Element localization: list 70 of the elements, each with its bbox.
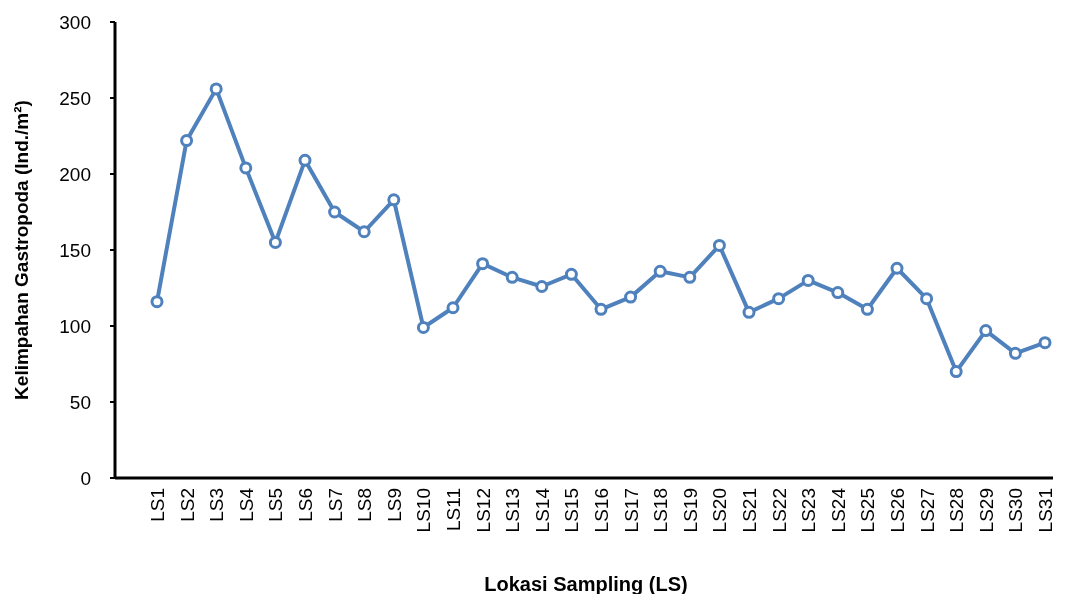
point — [180, 134, 194, 148]
point — [239, 161, 253, 175]
point — [416, 321, 430, 335]
y-tick-label: 200 — [59, 163, 91, 185]
point — [268, 235, 282, 249]
point — [920, 292, 934, 306]
point — [683, 270, 697, 284]
x-tick-label: LS6 — [295, 488, 316, 522]
x-tick-label: LS29 — [975, 488, 997, 533]
x-tick-label: LS20 — [709, 488, 731, 533]
point — [1038, 336, 1052, 350]
point — [357, 225, 371, 239]
point — [712, 238, 726, 252]
x-tick-label: LS30 — [1005, 488, 1027, 533]
x-tick-label: LS17 — [620, 488, 642, 533]
x-tick-label: LS22 — [768, 488, 790, 533]
point — [594, 302, 608, 316]
x-tick-label: LS3 — [206, 488, 228, 522]
x-tick-label: LS31 — [1035, 488, 1056, 533]
point — [772, 292, 786, 306]
point — [624, 290, 638, 304]
point — [298, 153, 312, 167]
point — [387, 193, 401, 207]
x-tick-label: LS27 — [916, 488, 938, 533]
x-tick-label: LS5 — [265, 488, 287, 522]
point — [742, 305, 756, 319]
y-tick-label: 0 — [80, 467, 91, 489]
point — [890, 261, 904, 275]
point — [979, 324, 993, 338]
point — [831, 286, 845, 300]
x-tick-label: LS24 — [827, 487, 849, 533]
point — [860, 302, 874, 316]
point — [150, 295, 164, 309]
x-tick-label: LS23 — [798, 488, 820, 533]
x-tick-label: LS25 — [857, 488, 879, 533]
point — [653, 264, 667, 278]
point — [328, 205, 342, 219]
x-tick-label: LS18 — [650, 488, 672, 533]
point — [535, 279, 549, 293]
point — [949, 365, 963, 379]
x-tick-label: LS28 — [946, 488, 968, 533]
y-tick-label: 50 — [69, 391, 91, 413]
y-tick-label: 150 — [59, 239, 91, 261]
x-tick-label: LS19 — [679, 488, 701, 533]
x-tick-label: LS16 — [591, 488, 612, 533]
x-tick-label: LS7 — [324, 488, 346, 522]
point — [801, 273, 815, 287]
x-tick-label: LS21 — [739, 488, 760, 533]
x-tick-label: LS10 — [413, 488, 435, 533]
x-tick-label: LS15 — [561, 488, 583, 533]
point — [476, 257, 490, 271]
x-tick-label: LS13 — [502, 488, 524, 533]
x-tick-label: LS2 — [176, 488, 198, 522]
y-tick-label: 250 — [59, 87, 91, 109]
point — [564, 267, 578, 281]
x-tick-label: LS8 — [354, 488, 376, 522]
point — [209, 82, 223, 96]
point — [446, 301, 460, 315]
x-tick-label: LS4 — [235, 487, 257, 522]
x-tick-label: LS9 — [383, 488, 405, 522]
x-tick-label: LS1 — [147, 488, 168, 522]
x-tick-label: LS11 — [443, 488, 464, 531]
y-axis-title: Kelimpahan Gastropoda (Ind./m²) — [11, 100, 32, 400]
y-tick-label: 100 — [59, 315, 91, 337]
point — [1008, 346, 1022, 360]
point — [505, 270, 519, 284]
y-tick-label: 300 — [59, 11, 91, 33]
x-tick-label: LS26 — [887, 488, 908, 533]
x-tick-label: LS12 — [472, 488, 494, 533]
x-tick-label: LS14 — [531, 487, 553, 533]
